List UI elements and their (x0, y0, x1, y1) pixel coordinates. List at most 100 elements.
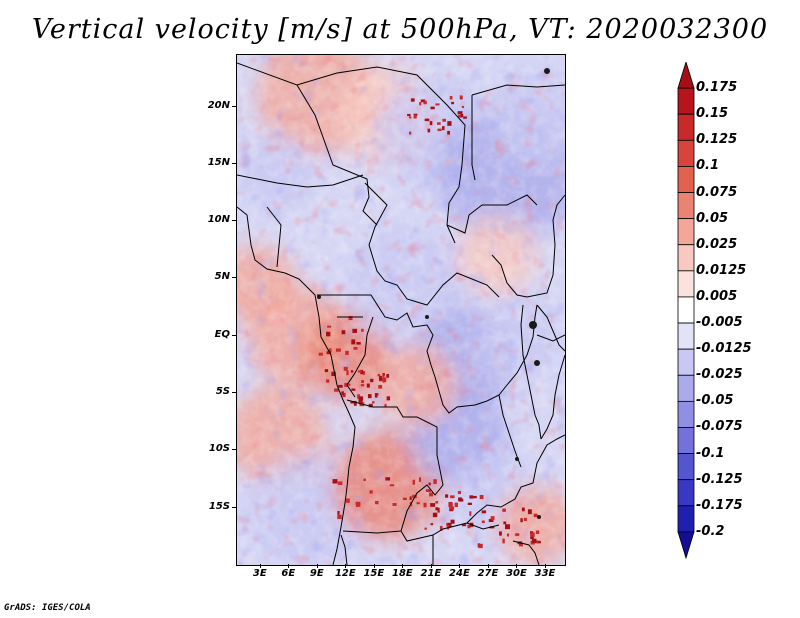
updraft-speckle (356, 342, 361, 345)
updraft-speckle (458, 114, 463, 118)
colorbar-label: -0.125 (696, 471, 743, 487)
updraft-speckle (382, 375, 385, 380)
longitude-label: 33E (534, 568, 556, 579)
updraft-speckle (429, 121, 433, 126)
border-line-11 (346, 316, 374, 398)
updraft-speckle (467, 502, 472, 505)
colorbar-bin (677, 374, 695, 402)
updraft-speckle (360, 384, 365, 387)
updraft-speckle (386, 396, 391, 401)
updraft-speckle (357, 394, 361, 399)
updraft-speckle (534, 540, 539, 544)
updraft-speckle (425, 489, 431, 493)
updraft-speckle (424, 527, 427, 530)
updraft-speckle (435, 507, 438, 511)
updraft-speckle (437, 507, 440, 513)
longitude-tick (402, 564, 404, 568)
latitude-tick (232, 162, 236, 164)
colorbar-label: 0.15 (696, 106, 729, 122)
updraft-speckle (337, 514, 342, 520)
longitude-tick (487, 564, 489, 568)
updraft-speckle (382, 378, 385, 383)
updraft-speckle (502, 538, 505, 544)
updraft-speckle (350, 401, 355, 404)
updraft-speckle (326, 351, 332, 355)
border-line-19 (536, 304, 565, 352)
colorbar-label: 0.175 (696, 80, 738, 96)
latitude-label: 20N (207, 99, 230, 111)
updraft-speckle (353, 346, 358, 350)
updraft-speckle (433, 479, 437, 484)
updraft-speckle (481, 510, 487, 514)
updraft-speckle (523, 517, 527, 522)
updraft-speckle (328, 348, 332, 353)
colorbar-label: -0.2 (696, 523, 725, 539)
updraft-speckle (370, 378, 374, 383)
colorbar-label: 0.05 (696, 210, 729, 226)
border-line-1 (237, 62, 466, 244)
colorbar-bin (677, 505, 695, 533)
updraft-speckle (442, 118, 446, 122)
updraft-speckle (338, 384, 343, 388)
updraft-speckle (331, 371, 336, 377)
border-line-13 (346, 399, 565, 542)
longitude-label: 3E (252, 568, 267, 579)
updraft-speckle (348, 316, 353, 321)
updraft-speckle (337, 481, 343, 485)
updraft-speckle (430, 503, 436, 507)
colorbar-bin (677, 218, 695, 246)
colorbar-label: 0.1 (696, 158, 720, 174)
updraft-speckle (489, 526, 495, 529)
updraft-speckle (481, 520, 485, 524)
colorbar (677, 60, 695, 566)
updraft-speckle (351, 339, 356, 345)
longitude-tick (345, 564, 347, 568)
updraft-speckle (353, 400, 357, 406)
updraft-speckle (408, 116, 412, 119)
updraft-speckle (521, 507, 525, 512)
border-line-20 (536, 334, 565, 342)
updraft-speckle (413, 116, 417, 119)
coastline-west (237, 206, 356, 565)
colorbar-bin (677, 427, 695, 454)
colorbar-label: 0.025 (696, 236, 738, 252)
updraft-speckle (502, 508, 506, 512)
updraft-speckle (341, 391, 344, 395)
colorbar-label: 0.005 (696, 288, 738, 304)
longitude-label: 24E (449, 568, 470, 579)
updraft-speckle (402, 497, 407, 500)
updraft-speckle (372, 401, 375, 404)
updraft-speckle (409, 496, 412, 501)
updraft-speckle (368, 403, 373, 408)
colorbar-bin (677, 348, 695, 376)
lake-boundary (520, 304, 542, 440)
colorbar-label: 0.125 (696, 132, 738, 148)
updraft-speckle (437, 128, 442, 132)
updraft-speckle (519, 543, 523, 547)
updraft-speckle (341, 330, 346, 335)
border-line-6 (446, 194, 538, 234)
colorbar-bin (677, 453, 695, 481)
updraft-speckle (536, 540, 541, 544)
colorbar-bin (677, 400, 695, 428)
updraft-speckle (457, 491, 461, 495)
updraft-speckle (409, 131, 412, 135)
updraft-speckle (416, 502, 420, 505)
colorbar-bin (677, 60, 695, 89)
updraft-speckle (447, 130, 450, 135)
latitude-tick (232, 506, 236, 508)
updraft-speckle (423, 100, 427, 105)
colorbar-label: -0.05 (696, 393, 734, 409)
latitude-tick (232, 449, 236, 451)
updraft-speckle (346, 498, 350, 503)
updraft-speckle (374, 393, 378, 398)
lakes (317, 68, 550, 519)
border-line-7 (471, 84, 565, 96)
updraft-speckle (503, 521, 507, 525)
colorbar-bin (677, 166, 695, 193)
colorbar-bin (677, 531, 695, 560)
updraft-speckle (472, 495, 477, 499)
latitude-label: 10N (207, 214, 230, 226)
colorbar-bin (677, 270, 695, 298)
longitude-label: 6E (281, 568, 296, 579)
